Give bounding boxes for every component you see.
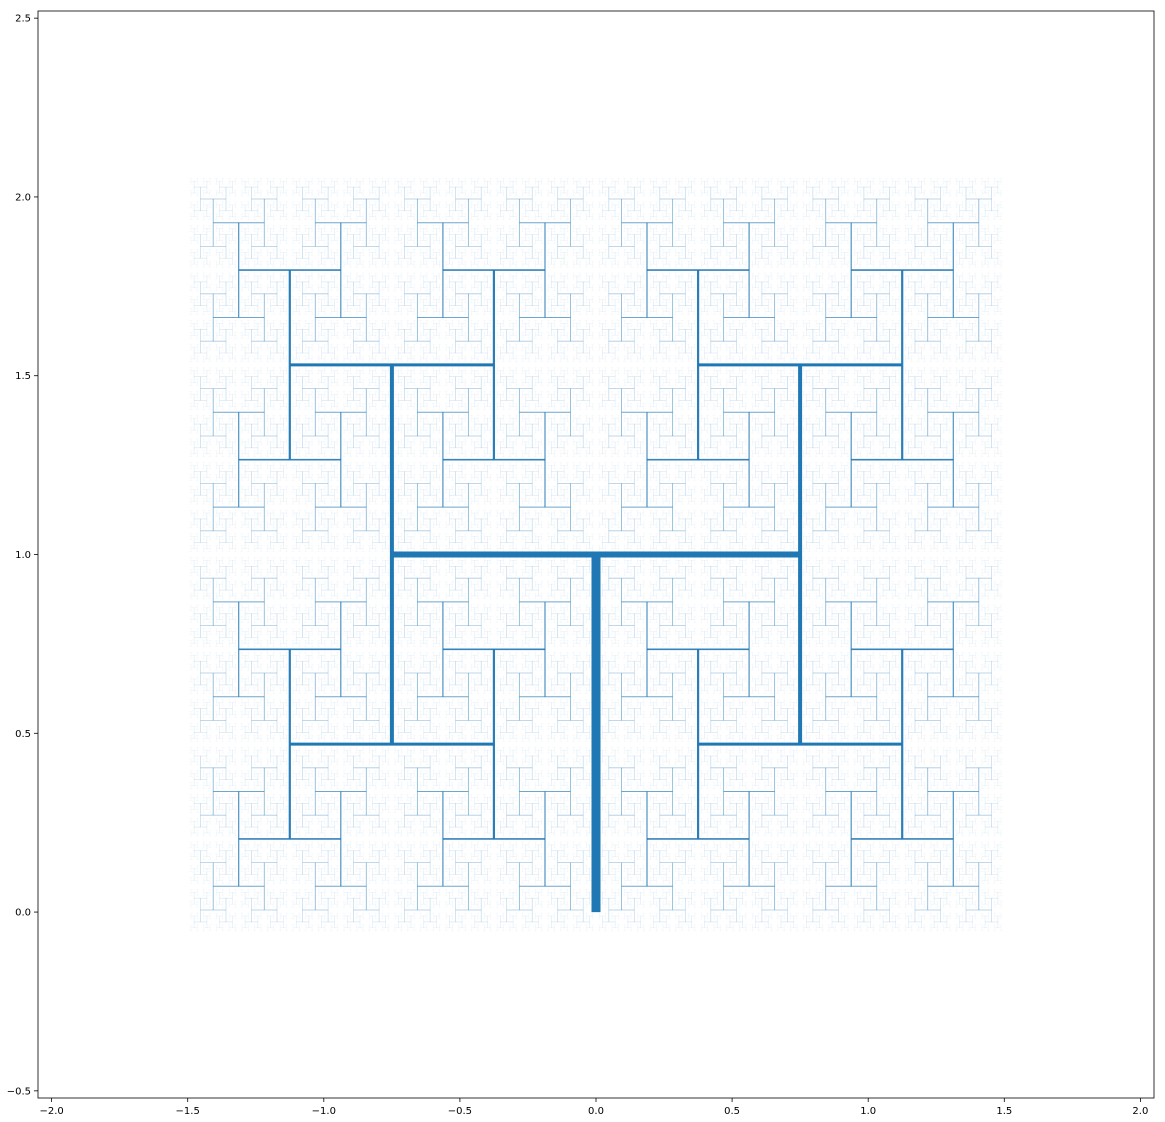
fractal-level-11 xyxy=(194,186,998,923)
x-tick-label: −1.0 xyxy=(312,1106,336,1117)
fractal-level-13 xyxy=(190,180,1002,929)
fractal-level-10 xyxy=(200,187,992,922)
y-axis: −0.5 0.0 0.5 1.0 1.5 2.0 2.5 xyxy=(7,14,38,1097)
y-tick-label: 2.5 xyxy=(15,14,31,25)
fractal-level-2 xyxy=(389,364,803,745)
fractal-level-8 xyxy=(212,199,980,910)
x-tick-label: 1.5 xyxy=(996,1106,1012,1117)
fractal-level-3 xyxy=(289,363,903,746)
y-tick-label: 1.0 xyxy=(15,550,31,561)
y-tick-label: 0.0 xyxy=(15,908,31,919)
x-tick-label: 0.0 xyxy=(588,1106,604,1117)
fractal-lines xyxy=(189,177,1003,932)
y-tick-label: 0.5 xyxy=(15,729,31,740)
fractal-level-5 xyxy=(238,269,954,840)
fractal-level-7 xyxy=(213,222,979,887)
fractal-level-12 xyxy=(193,181,999,928)
x-tick-label: 0.5 xyxy=(724,1106,740,1117)
fractal-level-14 xyxy=(190,178,1002,931)
fractal-level-15 xyxy=(189,177,1003,932)
y-tick-label: 2.0 xyxy=(15,192,31,203)
fractal-level-6 xyxy=(238,222,954,887)
x-axis: −2.0 −1.5 −1.0 −0.5 0.0 0.5 1.0 1.5 2.0 xyxy=(39,1098,1148,1117)
x-tick-label: −2.0 xyxy=(39,1106,63,1117)
y-tick-label: 1.5 xyxy=(15,371,31,382)
x-tick-label: −1.5 xyxy=(176,1106,200,1117)
fractal-level-9 xyxy=(200,198,992,911)
fractal-level-4 xyxy=(288,270,904,839)
x-tick-label: 1.0 xyxy=(860,1106,876,1117)
x-tick-label: 2.0 xyxy=(1132,1106,1148,1117)
x-tick-label: −0.5 xyxy=(448,1106,472,1117)
y-tick-label: −0.5 xyxy=(7,1086,31,1097)
